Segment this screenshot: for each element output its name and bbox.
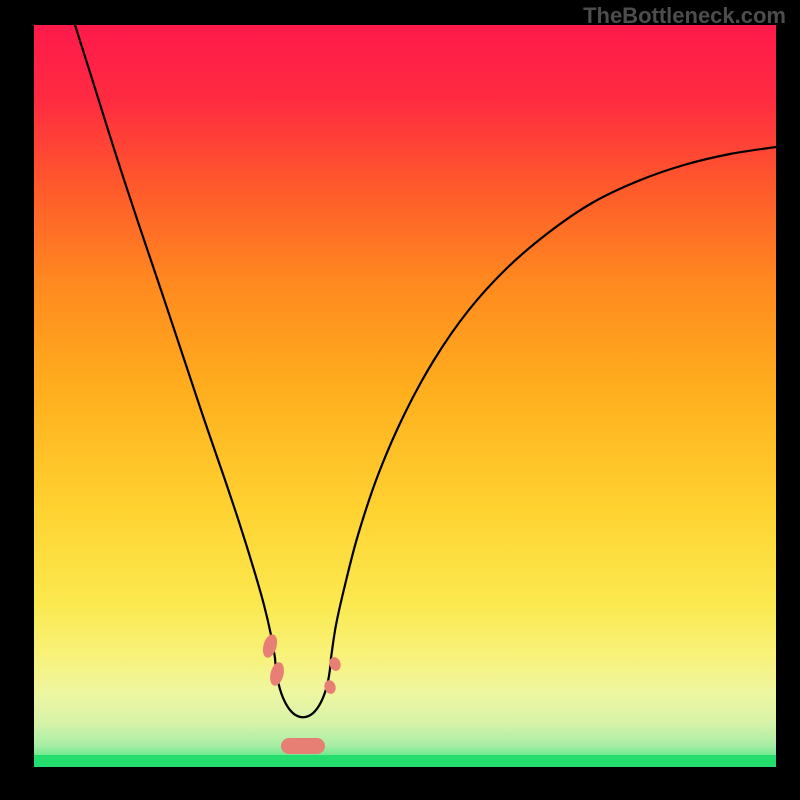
- curve-markers: [260, 633, 342, 754]
- curve-marker-bottom: [281, 738, 325, 754]
- curve-bottom-arc: [275, 658, 331, 717]
- curve-right-branch: [331, 147, 776, 658]
- curve-marker-dot: [268, 661, 286, 687]
- curve-left-branch: [75, 25, 275, 658]
- plot-area: [34, 25, 776, 767]
- curve-svg: [34, 25, 776, 767]
- curve-marker-dot: [323, 679, 338, 696]
- watermark-text: TheBottleneck.com: [583, 3, 786, 29]
- curve-marker-dot: [327, 656, 342, 673]
- stage: TheBottleneck.com: [0, 0, 800, 800]
- green-bottom-strip: [34, 755, 776, 767]
- curve-marker-dot: [260, 633, 279, 660]
